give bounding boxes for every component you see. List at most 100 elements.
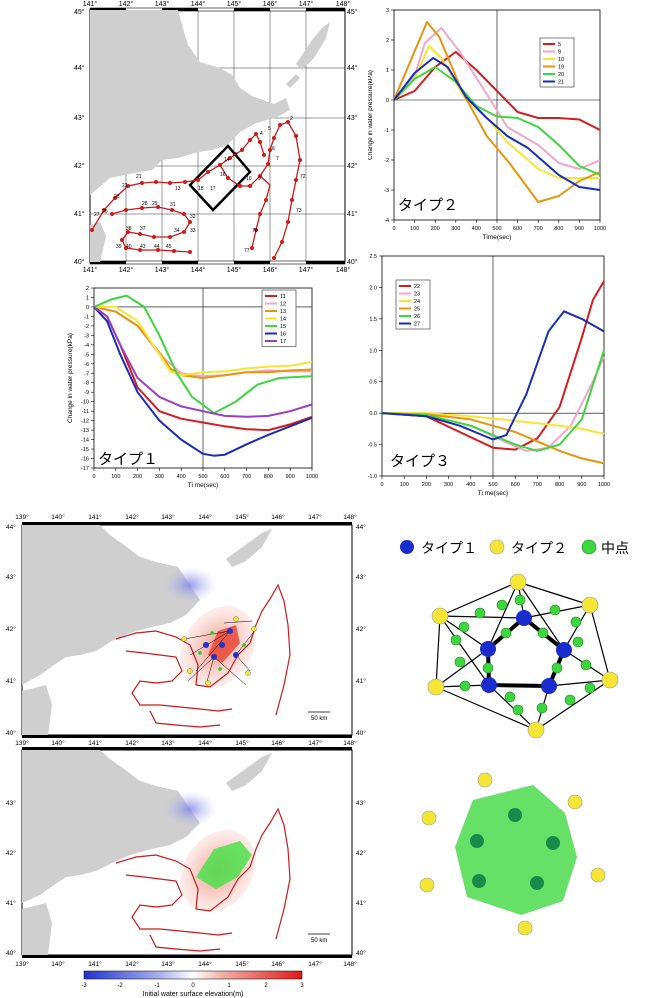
y-tick-label: 0 <box>86 305 89 311</box>
station-label: 18 <box>198 186 204 192</box>
station-label: 26 <box>102 209 108 215</box>
map-lat-label: 41° <box>6 677 16 685</box>
map-lat-label: 40° <box>74 258 85 266</box>
map-lon-label: 142° <box>125 739 139 747</box>
x-tick-label: 700 <box>534 226 543 232</box>
chart-annotation: タイプ１ <box>98 450 158 468</box>
x-tick-label: 400 <box>177 474 186 480</box>
colorbar-tick: 1 <box>227 983 231 989</box>
map-lat-label: 40° <box>6 949 16 957</box>
map-lon-label: 142° <box>125 960 139 968</box>
x-axis-label: Ti me(sec) <box>478 490 508 497</box>
map-lat-label: 41° <box>356 899 366 907</box>
map-lon-label: 146° <box>271 513 285 521</box>
map-lat-label: 41° <box>74 210 85 218</box>
map-lon-label: 148° <box>343 739 357 747</box>
station-label: 4 <box>260 131 263 137</box>
x-axis-label: Time(sec) <box>483 234 512 241</box>
station-label: 7 <box>276 156 279 162</box>
x-tick-label: 900 <box>286 474 295 480</box>
map-lat-label: 43° <box>74 114 85 122</box>
map-lon-label: 147° <box>308 739 322 747</box>
station-label: 13 <box>175 186 181 192</box>
y-tick-label: 0.0 <box>369 411 377 417</box>
station-map-top: 2 4 5 6 7 9 10 14 15 16 17 18 13 21 22 2… <box>74 0 358 274</box>
series-line-27 <box>381 310 605 441</box>
x-tick-label: 800 <box>555 482 564 488</box>
map-lon-label: 146° <box>263 266 278 274</box>
map-lon-label: 141° <box>83 266 98 274</box>
map-lat-label: 40° <box>356 949 366 957</box>
x-tick-label: 100 <box>400 482 409 488</box>
x-tick-label: 400 <box>472 226 481 232</box>
series-line-16 <box>93 306 313 457</box>
map-lon-label: 146° <box>263 0 278 8</box>
legend-entry: 11 <box>280 294 286 300</box>
legend-type1-label: タイプ１ <box>421 541 477 557</box>
scale-label: 50 km <box>311 938 327 944</box>
legend-entry: 15 <box>280 324 286 330</box>
station-label: 16 <box>220 172 226 178</box>
chart-annotation: タイプ２ <box>398 196 458 214</box>
series-line-19 <box>393 21 601 203</box>
station-label: 22 <box>122 183 128 189</box>
y-tick-label: -15 <box>81 447 89 453</box>
y-tick-label: 0.5 <box>369 380 377 386</box>
x-tick-label: 600 <box>513 226 522 232</box>
bottom-map-network: 50 km <box>21 522 353 738</box>
x-tick-label: 300 <box>155 474 164 480</box>
map-lon-label: 145° <box>235 739 249 747</box>
x-tick-label: 400 <box>466 482 475 488</box>
series-line-25 <box>381 412 605 465</box>
legend-type2-label: タイプ２ <box>511 541 567 557</box>
chart-type3: 0 100 200 300 400 500 600 700 800 900 1000 2.5 2.0 1.… <box>368 254 610 497</box>
map-lat-label: 42° <box>74 162 85 170</box>
legend-entry: 12 <box>280 302 286 308</box>
map-lon-label: 146° <box>271 739 285 747</box>
map-lon-label: 141° <box>88 513 102 521</box>
legend-entry: 13 <box>280 309 286 315</box>
map-lon-label: 141° <box>88 739 102 747</box>
legend-entry: 20 <box>558 72 564 78</box>
y-tick-label: -1 <box>384 128 389 134</box>
map-lat-label: 41° <box>6 899 16 907</box>
station-label: 34 <box>174 228 180 234</box>
series-line-5 <box>393 51 601 131</box>
y-tick-label: -13 <box>81 428 89 434</box>
series-line-26 <box>381 349 605 452</box>
map-lon-label: 140° <box>51 513 65 521</box>
map-lon-label: 147° <box>299 266 314 274</box>
legend-entry: 16 <box>280 332 286 338</box>
map-lat-label: 40° <box>356 729 366 737</box>
map-lat-label: 45° <box>347 8 358 16</box>
x-tick-label: 800 <box>554 226 563 232</box>
station-label: 45 <box>166 244 172 250</box>
map-lon-label: 146° <box>271 960 285 968</box>
map-lat-label: 42° <box>347 162 358 170</box>
map-frame-ticks <box>89 7 346 265</box>
series-line-15 <box>93 294 313 415</box>
network-legend: タイプ１ タイプ２ 中点 <box>400 539 629 557</box>
station-label: 31 <box>170 202 176 208</box>
colorbar-tick: -1 <box>154 983 160 989</box>
y-tick-label: 2.5 <box>369 254 377 260</box>
x-tick-label: 700 <box>242 474 251 480</box>
map-lat-label: 45° <box>74 8 85 16</box>
station-label: 6 <box>272 146 275 152</box>
bottom-maps: 50 km 50 km 139° 140° 141° 142° 143° 144… <box>6 513 366 998</box>
x-tick-label: 100 <box>410 226 419 232</box>
map-lon-label: 147° <box>308 960 322 968</box>
station-label: 32 <box>190 214 196 220</box>
legend-entry: 19 <box>558 65 564 71</box>
map-lon-label: 145° <box>227 0 242 8</box>
map-lon-label: 141° <box>83 0 98 8</box>
map-lon-label: 148° <box>343 960 357 968</box>
station-label: 39 <box>116 244 122 250</box>
network-graph <box>427 573 619 739</box>
station-label: 43 <box>140 244 146 250</box>
map-lon-label: 142° <box>119 266 134 274</box>
x-tick-label: 300 <box>444 482 453 488</box>
x-tick-label: 0 <box>392 226 395 232</box>
y-tick-label: -5 <box>84 352 89 358</box>
y-tick-label: -4 <box>84 343 89 349</box>
